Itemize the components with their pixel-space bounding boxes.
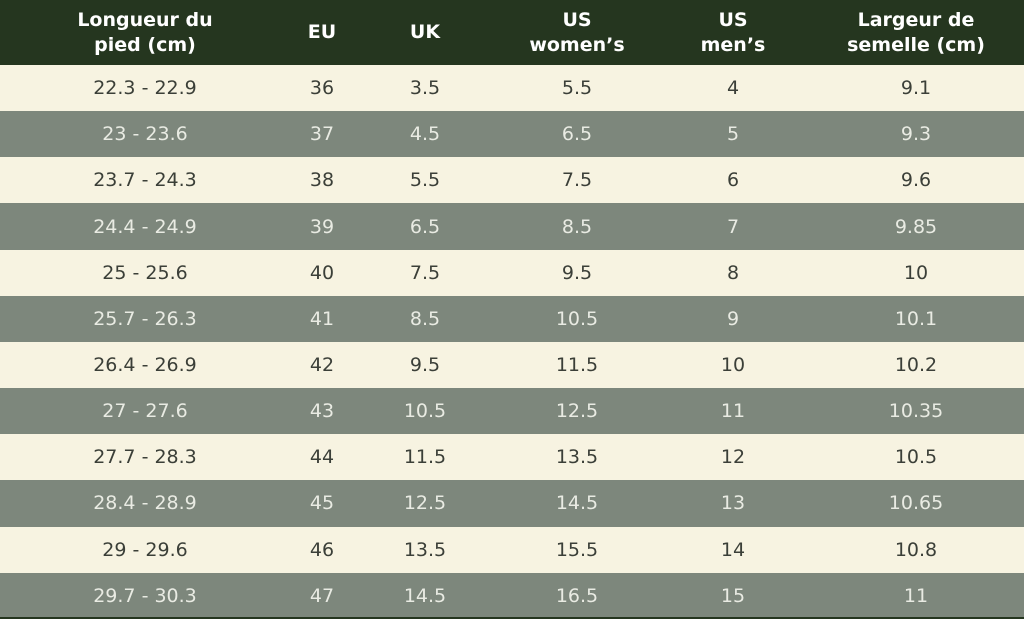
- cell-us-mens: 6: [726, 169, 740, 192]
- cell-foot-length: 24.4 - 24.9: [93, 215, 197, 238]
- table-row: 24.4 - 24.9 39 6.5 8.5 7 9.85: [0, 203, 1024, 250]
- cell-uk: 13.5: [403, 538, 447, 561]
- cell-sole-width: 10: [903, 261, 929, 284]
- cell-us-mens: 12: [720, 446, 746, 469]
- cell-us-mens: 15: [720, 584, 746, 607]
- cell-us-mens: 14: [720, 538, 746, 561]
- cell-us-mens: 13: [720, 492, 746, 515]
- cell-uk: 7.5: [409, 261, 441, 284]
- cell-us-womens: 5.5: [561, 77, 593, 100]
- cell-us-womens: 11.5: [555, 354, 599, 377]
- header-us-mens: US men’s: [700, 8, 766, 56]
- cell-us-womens: 10.5: [555, 307, 599, 330]
- cell-us-womens: 13.5: [555, 446, 599, 469]
- cell-eu: 36: [309, 77, 335, 100]
- cell-foot-length: 27 - 27.6: [102, 400, 188, 423]
- cell-us-womens: 7.5: [561, 169, 593, 192]
- cell-sole-width: 10.35: [888, 400, 944, 423]
- cell-uk: 4.5: [409, 123, 441, 146]
- cell-eu: 42: [309, 354, 335, 377]
- cell-eu: 40: [309, 261, 335, 284]
- header-uk: UK: [409, 21, 441, 43]
- cell-sole-width: 9.85: [894, 215, 938, 238]
- cell-sole-width: 10.65: [888, 492, 944, 515]
- table-row: 27 - 27.6 43 10.5 12.5 11 10.35: [0, 388, 1024, 435]
- cell-eu: 37: [309, 123, 335, 146]
- cell-uk: 12.5: [403, 492, 447, 515]
- cell-foot-length: 26.4 - 26.9: [93, 354, 197, 377]
- cell-eu: 41: [309, 307, 335, 330]
- cell-foot-length: 25.7 - 26.3: [93, 307, 197, 330]
- cell-us-mens: 8: [726, 261, 740, 284]
- header-sole-width: Largeur de semelle (cm): [847, 8, 985, 56]
- cell-uk: 11.5: [403, 446, 447, 469]
- table-row: 23.7 - 24.3 38 5.5 7.5 6 9.6: [0, 157, 1024, 204]
- table-row: 25 - 25.6 40 7.5 9.5 8 10: [0, 249, 1024, 296]
- cell-us-mens: 11: [720, 400, 746, 423]
- table-row: 27.7 - 28.3 44 11.5 13.5 12 10.5: [0, 434, 1024, 481]
- header-us-womens: US women’s: [529, 8, 625, 56]
- cell-us-mens: 10: [720, 354, 746, 377]
- cell-foot-length: 22.3 - 22.9: [93, 77, 197, 100]
- cell-foot-length: 28.4 - 28.9: [93, 492, 197, 515]
- cell-sole-width: 11: [903, 584, 929, 607]
- cell-eu: 45: [309, 492, 335, 515]
- cell-us-womens: 16.5: [555, 584, 599, 607]
- cell-us-mens: 5: [726, 123, 740, 146]
- table-header: Longueur du pied (cm) EU UK US women’s U…: [0, 0, 1024, 65]
- cell-sole-width: 9.1: [900, 77, 932, 100]
- cell-foot-length: 25 - 25.6: [102, 261, 188, 284]
- header-eu: EU: [307, 21, 337, 43]
- cell-sole-width: 10.2: [894, 354, 938, 377]
- table-row: 29 - 29.6 46 13.5 15.5 14 10.8: [0, 526, 1024, 573]
- header-foot-length: Longueur du pied (cm): [77, 8, 213, 56]
- table-row: 23 - 23.6 37 4.5 6.5 5 9.3: [0, 111, 1024, 158]
- cell-us-womens: 15.5: [555, 538, 599, 561]
- cell-uk: 5.5: [409, 169, 441, 192]
- cell-sole-width: 10.8: [894, 538, 938, 561]
- cell-us-mens: 4: [726, 77, 740, 100]
- table-row: 28.4 - 28.9 45 12.5 14.5 13 10.65: [0, 480, 1024, 527]
- cell-sole-width: 10.1: [894, 307, 938, 330]
- cell-foot-length: 29 - 29.6: [102, 538, 188, 561]
- table-body: 22.3 - 22.9 36 3.5 5.5 4 9.1 23 - 23.6 37 4.5 6.5…: [0, 65, 1024, 619]
- cell-eu: 47: [309, 584, 335, 607]
- table-row: 29.7 - 30.3 47 14.5 16.5 15 11: [0, 572, 1024, 619]
- cell-us-mens: 7: [726, 215, 740, 238]
- cell-uk: 8.5: [409, 307, 441, 330]
- cell-uk: 3.5: [409, 77, 441, 100]
- cell-foot-length: 23.7 - 24.3: [93, 169, 197, 192]
- cell-us-womens: 12.5: [555, 400, 599, 423]
- cell-sole-width: 10.5: [894, 446, 938, 469]
- cell-us-womens: 8.5: [561, 215, 593, 238]
- cell-sole-width: 9.3: [900, 123, 932, 146]
- cell-foot-length: 27.7 - 28.3: [93, 446, 197, 469]
- cell-uk: 9.5: [409, 354, 441, 377]
- cell-eu: 39: [309, 215, 335, 238]
- cell-eu: 43: [309, 400, 335, 423]
- table-row: 22.3 - 22.9 36 3.5 5.5 4 9.1: [0, 65, 1024, 112]
- header-row: Longueur du pied (cm) EU UK US women’s U…: [0, 0, 1024, 65]
- cell-foot-length: 23 - 23.6: [102, 123, 188, 146]
- table-row: 26.4 - 26.9 42 9.5 11.5 10 10.2: [0, 341, 1024, 389]
- cell-eu: 38: [309, 169, 335, 192]
- cell-us-mens: 9: [726, 307, 740, 330]
- cell-uk: 14.5: [403, 584, 447, 607]
- cell-eu: 44: [309, 446, 335, 469]
- cell-uk: 6.5: [409, 215, 441, 238]
- cell-foot-length: 29.7 - 30.3: [93, 584, 197, 607]
- cell-uk: 10.5: [403, 400, 447, 423]
- cell-sole-width: 9.6: [900, 169, 932, 192]
- cell-us-womens: 9.5: [561, 261, 593, 284]
- cell-eu: 46: [309, 538, 335, 561]
- table-row: 25.7 - 26.3 41 8.5 10.5 9 10.1: [0, 295, 1024, 342]
- table-bottom-border: [0, 617, 1024, 619]
- cell-us-womens: 14.5: [555, 492, 599, 515]
- cell-us-womens: 6.5: [561, 123, 593, 146]
